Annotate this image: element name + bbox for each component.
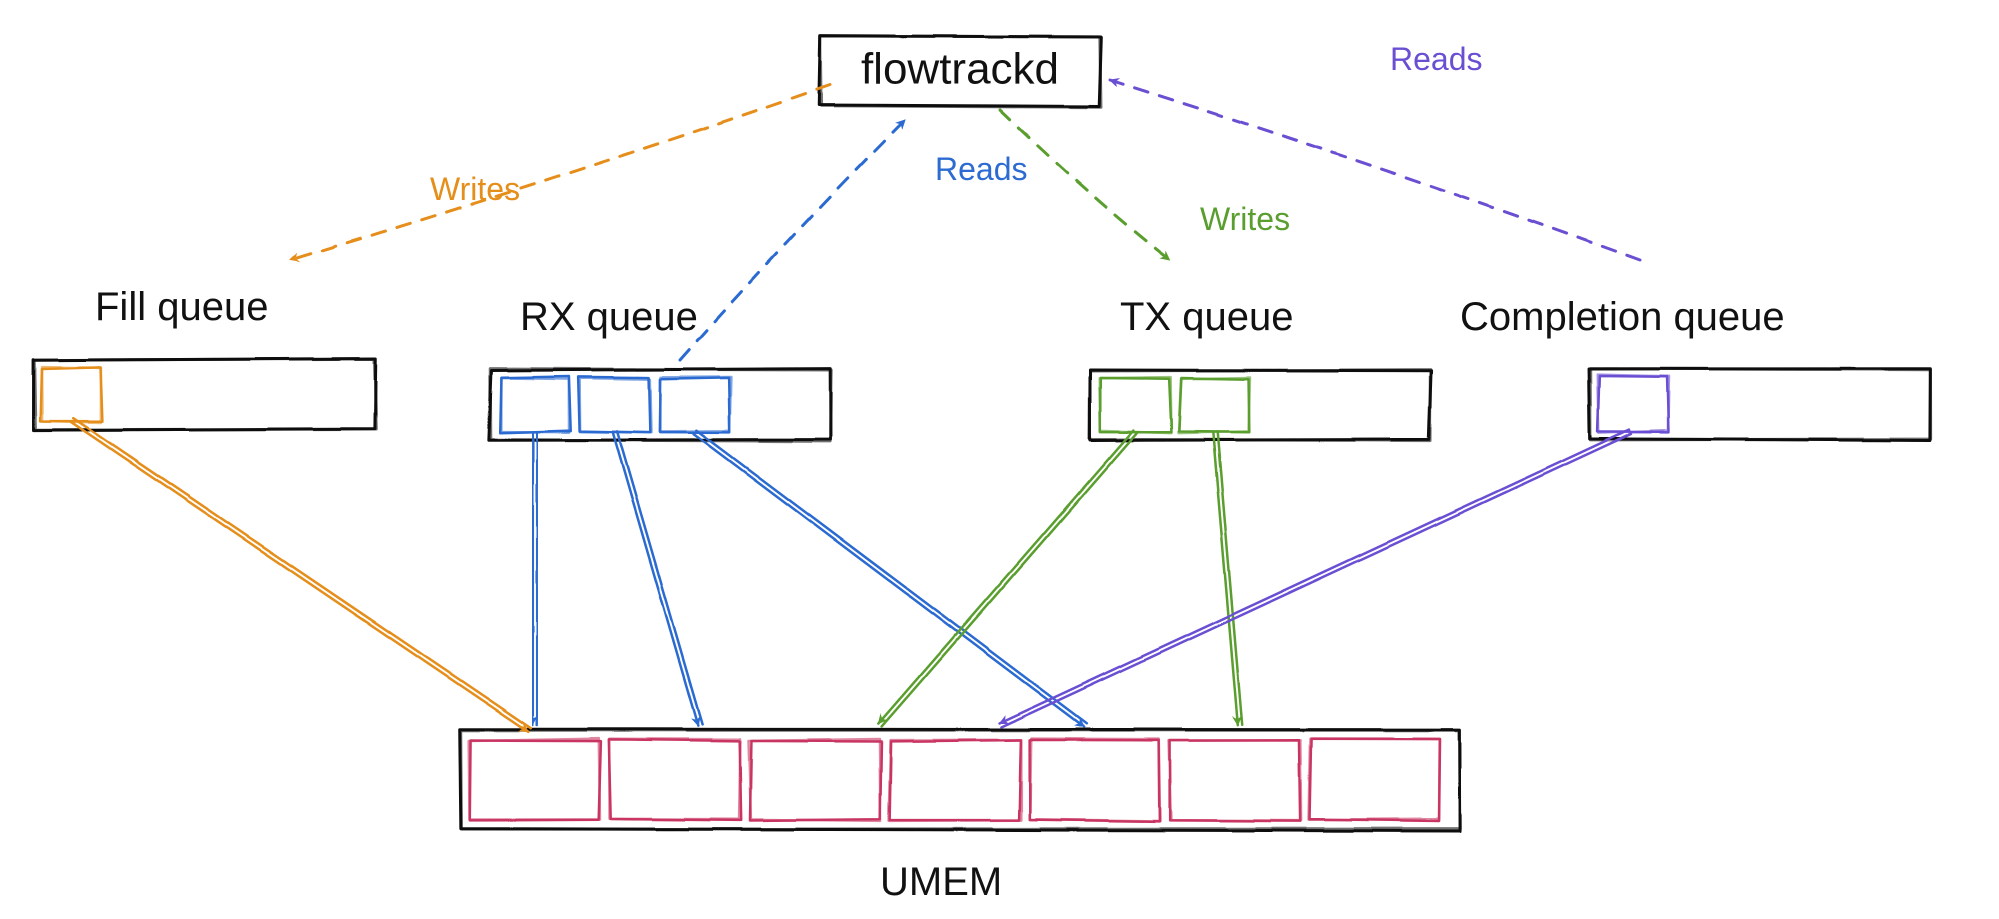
fill_queue-box bbox=[34, 359, 377, 431]
dashed-edge-label-2: Writes bbox=[1200, 201, 1290, 237]
tx_queue-label: TX queue bbox=[1120, 295, 1293, 339]
dashed-edge-0 bbox=[290, 85, 830, 260]
umem-label: UMEM bbox=[880, 860, 1002, 904]
rx-slot-0 bbox=[500, 377, 571, 433]
dashed-edge-label-3: Reads bbox=[1390, 41, 1483, 77]
rx-slot-2 bbox=[660, 377, 731, 432]
umem-slot-0 bbox=[469, 739, 601, 821]
completion-slot-0 bbox=[1597, 375, 1669, 433]
arrow-2 bbox=[613, 431, 702, 725]
umem-slot-4 bbox=[1030, 739, 1160, 822]
arrow-3 bbox=[694, 430, 1087, 727]
dashed-edge-1 bbox=[680, 120, 905, 360]
umem-slot-5 bbox=[1169, 740, 1301, 821]
fill_queue-label: Fill queue bbox=[95, 285, 268, 329]
dashed-edge-label-0: Writes bbox=[430, 171, 520, 207]
arrow-5 bbox=[1213, 432, 1242, 725]
tx-slot-0 bbox=[1099, 377, 1171, 433]
tx-slot-1 bbox=[1179, 378, 1250, 434]
umem-slot-3 bbox=[889, 740, 1022, 821]
completion_queue-label: Completion queue bbox=[1460, 295, 1785, 339]
arrow-0 bbox=[71, 418, 531, 732]
arrow-1 bbox=[533, 432, 537, 725]
umem-slot-2 bbox=[749, 739, 882, 821]
dashed-edge-3 bbox=[1110, 80, 1640, 260]
flowtrackd-label: flowtrackd bbox=[861, 45, 1059, 94]
umem-slot-6 bbox=[1309, 739, 1440, 821]
completion_queue-box bbox=[1589, 369, 1931, 441]
rx-slot-1 bbox=[579, 377, 652, 433]
tx_queue-box bbox=[1089, 370, 1431, 441]
rx_queue-label: RX queue bbox=[520, 295, 698, 339]
fill-slot-0 bbox=[41, 367, 103, 422]
umem-slot-1 bbox=[609, 739, 741, 821]
dashed-edge-label-1: Reads bbox=[935, 151, 1028, 187]
